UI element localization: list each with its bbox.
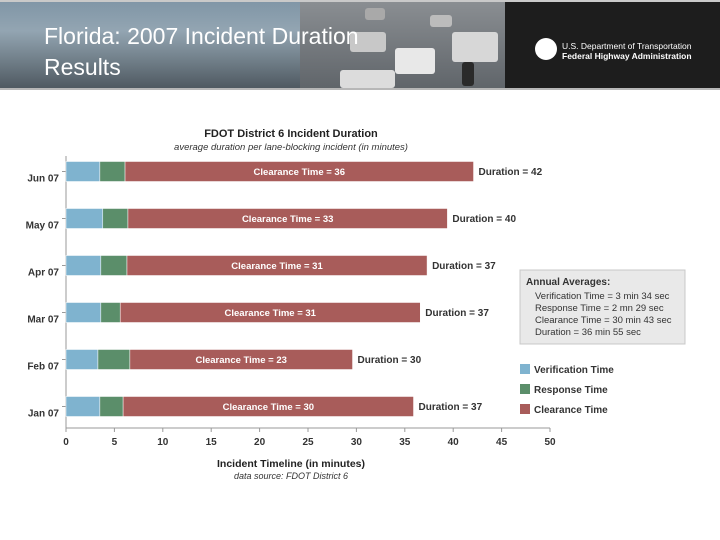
slide-title: Florida: 2007 Incident Duration Results bbox=[44, 21, 424, 83]
clearance-label: Clearance Time = 31 bbox=[231, 261, 323, 272]
clearance-label: Clearance Time = 31 bbox=[225, 308, 317, 319]
x-tick-label: 50 bbox=[544, 437, 556, 448]
clearance-label: Clearance Time = 30 bbox=[223, 402, 314, 413]
bar-segment-clearance-time bbox=[129, 349, 353, 370]
bar-segment-clearance-time bbox=[126, 255, 428, 276]
duration-label: Duration = 37 bbox=[432, 261, 496, 272]
x-axis-title: Incident Timeline (in minutes) bbox=[217, 458, 365, 470]
logo-line-2: Federal Highway Administration bbox=[562, 51, 692, 61]
source-note: data source: FDOT District 6 bbox=[234, 471, 348, 481]
averages-line: Verification Time = 3 min 34 sec bbox=[535, 291, 670, 302]
bar-segment-verification-time bbox=[65, 208, 104, 229]
chart-subtitle: average duration per lane-blocking incid… bbox=[174, 142, 408, 153]
car-shape bbox=[452, 32, 498, 62]
title-line-1: Florida: 2007 Incident Duration bbox=[44, 23, 359, 49]
agency-logo-text: U.S. Department of Transportation Federa… bbox=[562, 41, 692, 61]
category-label: May 07 bbox=[26, 221, 60, 232]
bar-segment-verification-time bbox=[65, 349, 99, 370]
averages-title: Annual Averages: bbox=[526, 277, 610, 288]
car-shape bbox=[340, 70, 395, 88]
averages-line: Response Time = 2 mn 29 sec bbox=[535, 303, 664, 314]
chart-legend: Verification Time Response Time Clearanc… bbox=[520, 364, 614, 416]
bar-segment-clearance-time bbox=[127, 208, 448, 229]
category-label: Apr 07 bbox=[28, 268, 60, 279]
chart-title: FDOT District 6 Incident Duration bbox=[204, 128, 378, 140]
duration-label: Duration = 40 bbox=[452, 214, 516, 225]
clearance-label: Clearance Time = 36 bbox=[254, 167, 345, 178]
category-label: Feb 07 bbox=[27, 362, 59, 373]
bar-segment-response-time bbox=[100, 302, 121, 323]
annual-averages-box: Annual Averages: Verification Time = 3 m… bbox=[519, 269, 686, 345]
duration-label: Duration = 37 bbox=[425, 308, 489, 319]
clearance-label: Clearance Time = 33 bbox=[242, 214, 333, 225]
bar-segment-response-time bbox=[99, 161, 126, 182]
bar-segment-verification-time bbox=[65, 161, 101, 182]
clearance-label: Clearance Time = 23 bbox=[195, 355, 286, 366]
car-shape bbox=[350, 32, 386, 52]
header-banner: Florida: 2007 Incident Duration Results … bbox=[0, 0, 720, 88]
bar-segment-verification-time bbox=[65, 255, 102, 276]
x-tick-label: 15 bbox=[206, 437, 218, 448]
bar-segment-clearance-time bbox=[122, 396, 414, 417]
duration-label: Duration = 37 bbox=[419, 402, 483, 413]
x-tick-label: 20 bbox=[254, 437, 266, 448]
bar-segment-verification-time bbox=[65, 396, 101, 417]
bar-segment-response-time bbox=[97, 349, 131, 370]
legend-label-response: Response Time bbox=[534, 385, 608, 396]
duration-label: Duration = 30 bbox=[358, 355, 422, 366]
x-tick-label: 45 bbox=[496, 437, 508, 448]
averages-line: Clearance Time = 30 min 43 sec bbox=[535, 315, 672, 326]
top-rule bbox=[0, 0, 720, 2]
averages-line: Duration = 36 min 55 sec bbox=[535, 327, 641, 338]
bar-segment-verification-time bbox=[65, 302, 102, 323]
category-label: Jun 07 bbox=[27, 174, 59, 185]
legend-swatch-verification bbox=[520, 364, 530, 374]
bar-segment-response-time bbox=[100, 255, 128, 276]
banner-bottom-rule bbox=[0, 88, 720, 90]
x-tick-label: 30 bbox=[351, 437, 363, 448]
x-tick-label: 40 bbox=[448, 437, 460, 448]
car-shape bbox=[395, 48, 435, 74]
bar-segment-clearance-time bbox=[119, 302, 421, 323]
plot-area: 0 5 10 15 20 25 30 35 40 45 50 Jun 07 Clearance Time… bbox=[26, 156, 556, 448]
highway-photo bbox=[0, 0, 510, 88]
x-tick-label: 10 bbox=[157, 437, 169, 448]
x-tick-label: 0 bbox=[63, 437, 69, 448]
legend-swatch-response bbox=[520, 384, 530, 394]
bar-segment-clearance-time bbox=[124, 161, 474, 182]
bar-segment-response-time bbox=[99, 396, 124, 417]
x-tick-label: 25 bbox=[302, 437, 314, 448]
legend-label-clearance: Clearance Time bbox=[534, 405, 608, 416]
legend-label-verification: Verification Time bbox=[534, 365, 614, 376]
duration-label: Duration = 42 bbox=[479, 167, 543, 178]
x-tick-label: 5 bbox=[112, 437, 118, 448]
x-tick-label: 35 bbox=[399, 437, 411, 448]
dot-logo-icon bbox=[535, 38, 557, 60]
bar-segment-response-time bbox=[102, 208, 129, 229]
category-label: Mar 07 bbox=[27, 315, 59, 326]
title-line-2: Results bbox=[44, 54, 121, 80]
category-label: Jan 07 bbox=[28, 409, 60, 420]
legend-swatch-clearance bbox=[520, 404, 530, 414]
person-shape bbox=[462, 62, 474, 86]
car-shape bbox=[430, 15, 452, 27]
logo-line-1: U.S. Department of Transportation bbox=[562, 41, 692, 51]
averages-background bbox=[519, 269, 686, 345]
car-shape bbox=[365, 8, 385, 20]
